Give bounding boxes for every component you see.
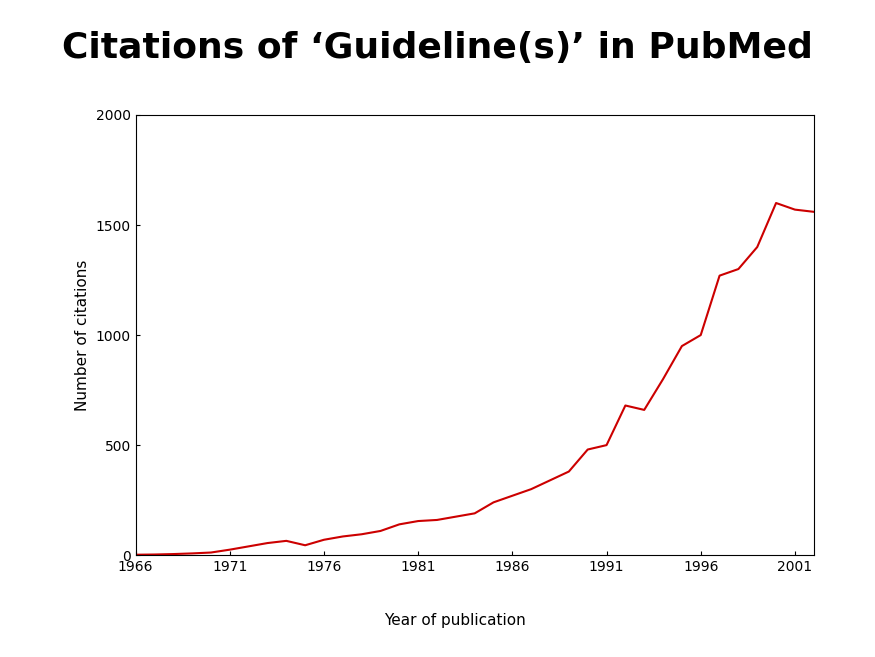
- Text: Citations of ‘Guideline(s)’ in PubMed: Citations of ‘Guideline(s)’ in PubMed: [62, 31, 813, 64]
- Y-axis label: Number of citations: Number of citations: [75, 260, 90, 411]
- Text: Year of publication: Year of publication: [384, 614, 526, 628]
